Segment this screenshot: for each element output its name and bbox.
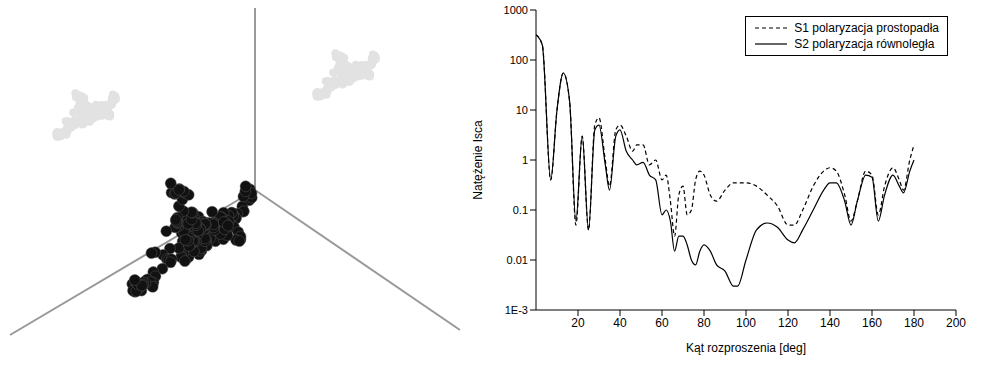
- html-text:S2 polaryzacja równoległa: S2 polaryzacja równoległa: [794, 37, 935, 51]
- svg-text:60: 60: [655, 316, 669, 330]
- svg-text:1: 1: [522, 154, 528, 166]
- svg-text:160: 160: [862, 316, 882, 330]
- svg-text:Kąt rozproszenia [deg]: Kąt rozproszenia [deg]: [686, 341, 806, 355]
- svg-text:1000: 1000: [504, 4, 528, 16]
- svg-text:0.1: 0.1: [513, 204, 528, 216]
- svg-text:80: 80: [697, 316, 711, 330]
- svg-text:1E-3: 1E-3: [505, 304, 528, 316]
- svg-text:140: 140: [820, 316, 840, 330]
- html-text:S1 polaryzacja prostopadła: S1 polaryzacja prostopadła: [794, 21, 939, 35]
- svg-text:10: 10: [516, 104, 528, 116]
- svg-text:20: 20: [571, 316, 585, 330]
- svg-text:180: 180: [904, 316, 924, 330]
- svg-text:100: 100: [510, 54, 528, 66]
- svg-text:200: 200: [946, 316, 966, 330]
- svg-text:100: 100: [736, 316, 756, 330]
- svg-text:0.01: 0.01: [507, 254, 528, 266]
- svg-text:40: 40: [613, 316, 627, 330]
- svg-text:120: 120: [778, 316, 798, 330]
- svg-text:Natężenie Isca: Natężenie Isca: [471, 120, 485, 200]
